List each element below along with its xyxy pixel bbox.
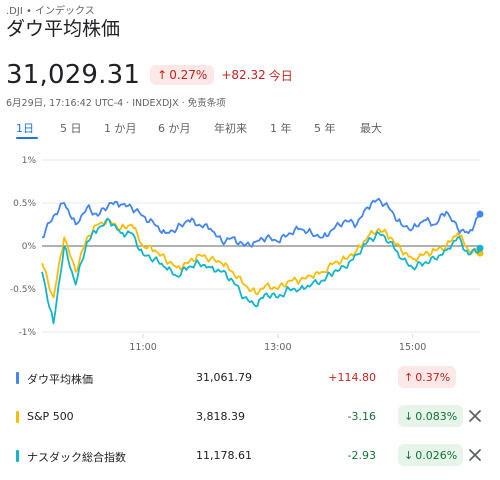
x-tick-label: 13:00: [264, 342, 291, 353]
price-chart[interactable]: 1% 0.5% 0% -0.5% -1% 11:00 13:00 15:00: [0, 150, 500, 360]
series-swatch: [16, 450, 19, 462]
y-tick-label: -1%: [18, 328, 36, 338]
y-tick-label: -0.5%: [10, 285, 37, 295]
legend-change: -3.16: [347, 410, 376, 423]
tab-ytd[interactable]: 年初来: [214, 122, 247, 135]
legend-row: ダウ平均株価 31,061.79 +114.80 ↑ 0.37%: [0, 362, 500, 394]
remove-comparison-icon[interactable]: [466, 407, 484, 425]
series-line: [41, 217, 481, 325]
arrow-down-icon: ↓: [404, 448, 414, 462]
timestamp-meta: 6月29日, 17:16:42 UTC-4 · INDEXDJX · 免责条项: [6, 98, 226, 109]
legend-percent: 0.37%: [415, 370, 451, 384]
y-tick-label: 1%: [22, 156, 37, 166]
tab-5y[interactable]: 5 年: [314, 122, 336, 135]
x-tick-label: 15:00: [399, 342, 426, 353]
y-tick-label: 0%: [22, 242, 37, 252]
tab-5d[interactable]: 5 日: [60, 122, 82, 135]
index-name: ダウ平均株価: [6, 18, 121, 40]
arrow-up-icon: ↑: [404, 370, 414, 384]
legend-change: -2.93: [347, 449, 376, 462]
legend-percent-badge: ↓ 0.083%: [398, 405, 464, 427]
legend-price: 11,178.61: [196, 449, 252, 462]
tab-1y[interactable]: 1 年: [270, 122, 292, 135]
legend-percent-badge: ↑ 0.37%: [398, 366, 457, 388]
series-line: [41, 217, 481, 299]
x-tick-label: 11:00: [129, 342, 156, 353]
arrow-down-icon: ↓: [404, 409, 414, 423]
legend-percent-badge: ↓ 0.026%: [398, 444, 464, 466]
price-row: 31,029.31 ↑ 0.27% +82.32 今日: [6, 60, 293, 90]
ticker-label: .DJI • インデックス: [6, 6, 95, 17]
current-price: 31,029.31: [6, 60, 141, 90]
timeframe-tabs: 1日 5 日 1 か月 6 か月 年初来 1 年 5 年 最大: [0, 120, 500, 140]
change-value: +82.32: [221, 68, 266, 82]
y-tick-label: 0.5%: [13, 199, 36, 209]
legend-percent: 0.083%: [415, 409, 458, 423]
series-end-dot: [476, 210, 484, 218]
tab-1d[interactable]: 1日: [16, 122, 34, 135]
legend-price: 31,061.79: [196, 371, 252, 384]
remove-comparison-icon[interactable]: [466, 446, 484, 464]
legend-row: S&P 500 3,818.39 -3.16 ↓ 0.083%: [0, 401, 500, 433]
tab-6m[interactable]: 6 か月: [158, 122, 191, 135]
series-line: [41, 197, 481, 248]
change-percent: 0.27%: [169, 68, 208, 82]
legend-name: S&P 500: [27, 410, 74, 423]
legend-name: ナスダック総合指数: [27, 451, 126, 464]
legend-row: ナスダック総合指数 11,178.61 -2.93 ↓ 0.026%: [0, 440, 500, 472]
series-swatch: [16, 411, 19, 423]
tab-1m[interactable]: 1 か月: [104, 122, 137, 135]
active-tab-underline: [16, 137, 38, 139]
series-swatch: [16, 372, 19, 384]
series-end-dot: [476, 244, 484, 252]
tab-max[interactable]: 最大: [360, 122, 382, 135]
legend-price: 3,818.39: [196, 410, 245, 423]
legend-name: ダウ平均株価: [27, 373, 93, 386]
legend-change: +114.80: [328, 371, 376, 384]
change-percent-badge: ↑ 0.27%: [150, 65, 215, 85]
legend-percent: 0.026%: [415, 448, 458, 462]
arrow-up-icon: ↑: [157, 68, 168, 82]
today-label: 今日: [268, 68, 293, 83]
